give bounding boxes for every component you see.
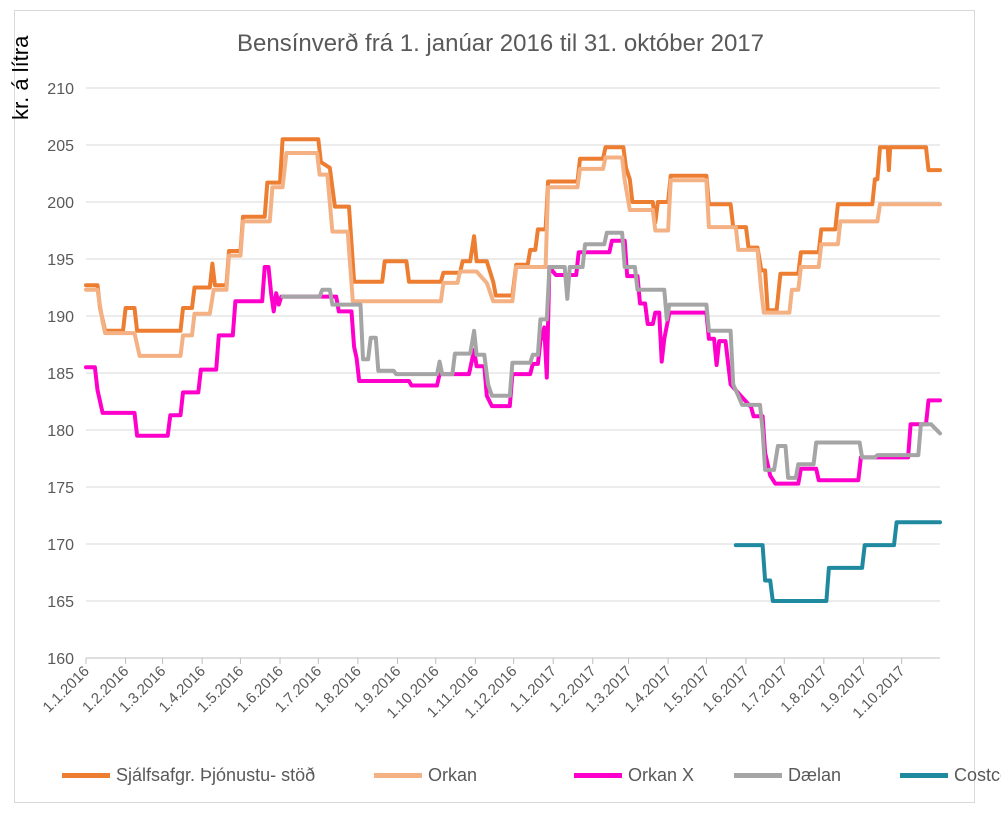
y-tick-label: 200 xyxy=(47,195,74,212)
legend-swatch xyxy=(62,772,110,778)
y-tick-label: 195 xyxy=(47,252,74,269)
y-tick-label: 170 xyxy=(47,537,74,554)
legend-label: Orkan X xyxy=(628,764,695,785)
legend-label: Dælan xyxy=(788,764,842,785)
y-tick-label: 210 xyxy=(47,81,74,98)
y-tick-label: 190 xyxy=(47,309,74,326)
series-line xyxy=(733,520,942,603)
y-tick-label: 165 xyxy=(47,594,74,611)
y-tick-label: 175 xyxy=(47,480,74,497)
legend-swatch xyxy=(900,772,948,778)
legend-item: Dælan xyxy=(734,760,841,790)
legend-label: Orkan xyxy=(428,764,478,785)
legend-label: Sjálfsafgr. Þjónustu- stöð xyxy=(116,764,316,785)
legend-swatch xyxy=(374,772,422,778)
y-tick-label: 185 xyxy=(47,366,74,383)
legend-item: Sjálfsafgr. Þjónustu- stöð xyxy=(62,760,315,790)
legend-swatch xyxy=(734,772,782,778)
y-tick-label: 160 xyxy=(47,651,74,668)
series-line xyxy=(280,230,942,480)
legend-swatch xyxy=(574,772,622,778)
series-line xyxy=(84,151,942,358)
series-lines xyxy=(84,137,942,603)
legend-item: Orkan X xyxy=(574,760,694,790)
legend-item: Costco xyxy=(900,760,1001,790)
legend-label: Costco xyxy=(954,764,1001,785)
y-tick-label: 180 xyxy=(47,423,74,440)
legend: Sjálfsafgr. Þjónustu- stöð Orkan Orkan X Dæ… xyxy=(62,760,1001,790)
legend-item: Orkan xyxy=(374,760,477,790)
y-tick-label: 205 xyxy=(47,138,74,155)
chart-title: Bensínverð frá 1. janúar 2016 til 31. ok… xyxy=(236,30,764,57)
